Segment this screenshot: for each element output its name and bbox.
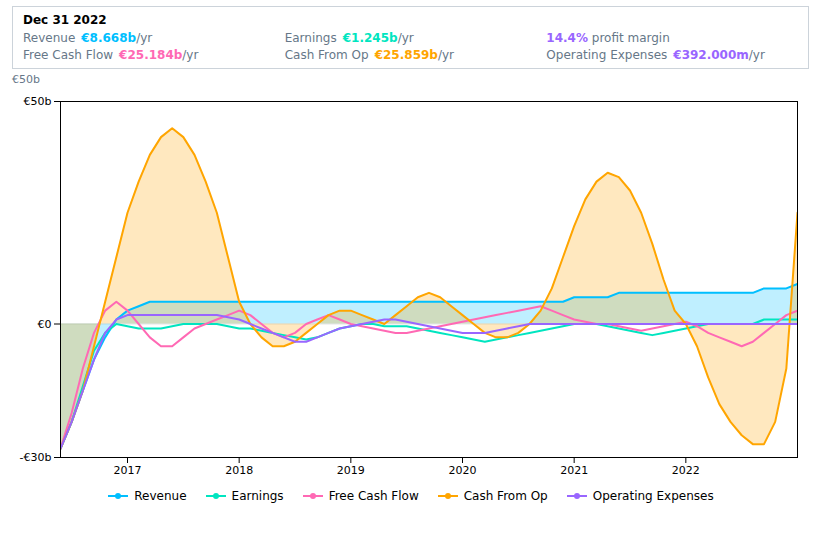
html-text:Cash From Op: Cash From Op xyxy=(463,489,548,503)
svg-text:2020: 2020 xyxy=(449,464,477,477)
html-text:€25.859b /yr: €25.859b /yr xyxy=(374,48,454,62)
html-text:Revenue: Revenue xyxy=(23,31,76,45)
html-text:€392.000m /yr: €392.000m /yr xyxy=(673,48,765,62)
html-text:14.4% profit margin: 14.4% profit margin xyxy=(546,31,670,45)
svg-text:2018: 2018 xyxy=(225,464,253,477)
html-text:€25.184b /yr: €25.184b /yr xyxy=(119,48,199,62)
svg-text:2021: 2021 xyxy=(560,464,588,477)
svg-text:€50b: €50b xyxy=(24,95,52,108)
html-text:Revenue: Revenue xyxy=(134,489,187,503)
html-text:Earnings: Earnings xyxy=(284,31,337,45)
svg-text:€0: €0 xyxy=(38,318,52,331)
html-text:€50b: €50b xyxy=(12,73,40,86)
html-text:Cash From Op: Cash From Op xyxy=(284,48,369,62)
html-text:€8.668b /yr: €8.668b /yr xyxy=(81,31,153,45)
svg-text:2022: 2022 xyxy=(672,464,700,477)
html-text:Free Cash Flow: Free Cash Flow xyxy=(328,489,419,503)
svg-text:2019: 2019 xyxy=(337,464,365,477)
html-text:Operating Expenses: Operating Expenses xyxy=(546,48,668,62)
svg-text:-€30b: -€30b xyxy=(20,451,52,464)
html-text:Free Cash Flow: Free Cash Flow xyxy=(23,48,114,62)
html-text:Earnings: Earnings xyxy=(231,489,284,503)
html-text:Operating Expenses: Operating Expenses xyxy=(592,489,714,503)
html-text:€1.245b /yr: €1.245b /yr xyxy=(342,31,414,45)
html-text:Dec 31 2022: Dec 31 2022 xyxy=(23,13,107,27)
svg-text:2017: 2017 xyxy=(114,464,142,477)
